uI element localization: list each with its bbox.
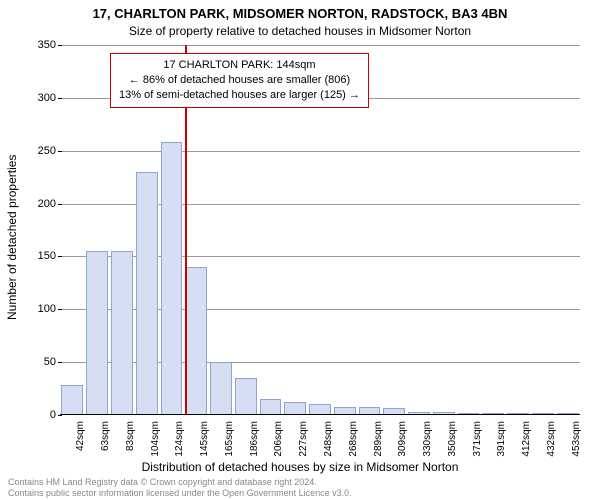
y-tick-label: 150 bbox=[6, 250, 56, 262]
histogram-bar bbox=[136, 172, 158, 415]
chart-title-main: 17, CHARLTON PARK, MIDSOMER NORTON, RADS… bbox=[0, 6, 600, 21]
footer-attribution: Contains HM Land Registry data © Crown c… bbox=[8, 477, 352, 498]
y-tick-label: 350 bbox=[6, 39, 56, 51]
chart-container: 17, CHARLTON PARK, MIDSOMER NORTON, RADS… bbox=[0, 0, 600, 500]
histogram-bar bbox=[61, 385, 83, 415]
histogram-bar bbox=[161, 142, 183, 415]
callout-line-1: 17 CHARLTON PARK: 144sqm bbox=[119, 58, 360, 73]
y-tick-label: 50 bbox=[6, 356, 56, 368]
chart-title-sub: Size of property relative to detached ho… bbox=[0, 24, 600, 38]
histogram-bar bbox=[235, 378, 257, 415]
callout-line-2: ← 86% of detached houses are smaller (80… bbox=[119, 73, 360, 88]
histogram-bar bbox=[86, 251, 108, 415]
callout-box: 17 CHARLTON PARK: 144sqm ← 86% of detach… bbox=[110, 53, 369, 108]
y-tick-label: 250 bbox=[6, 145, 56, 157]
histogram-bar bbox=[210, 362, 232, 415]
y-axis-label: Number of detached properties bbox=[5, 155, 19, 320]
y-tick-label: 100 bbox=[6, 303, 56, 315]
y-tick-label: 0 bbox=[6, 409, 56, 421]
x-axis-baseline bbox=[60, 414, 580, 415]
footer-line-1: Contains HM Land Registry data © Crown c… bbox=[8, 477, 352, 487]
gridline bbox=[60, 151, 580, 152]
callout-line-3: 13% of semi-detached houses are larger (… bbox=[119, 88, 360, 103]
y-tick-label: 300 bbox=[6, 92, 56, 104]
gridline bbox=[60, 45, 580, 46]
footer-line-2: Contains public sector information licen… bbox=[8, 488, 352, 498]
x-axis-label: Distribution of detached houses by size … bbox=[0, 460, 600, 474]
y-tick-label: 200 bbox=[6, 198, 56, 210]
histogram-bar bbox=[260, 399, 282, 415]
histogram-bar bbox=[185, 267, 207, 415]
histogram-bar bbox=[111, 251, 133, 415]
